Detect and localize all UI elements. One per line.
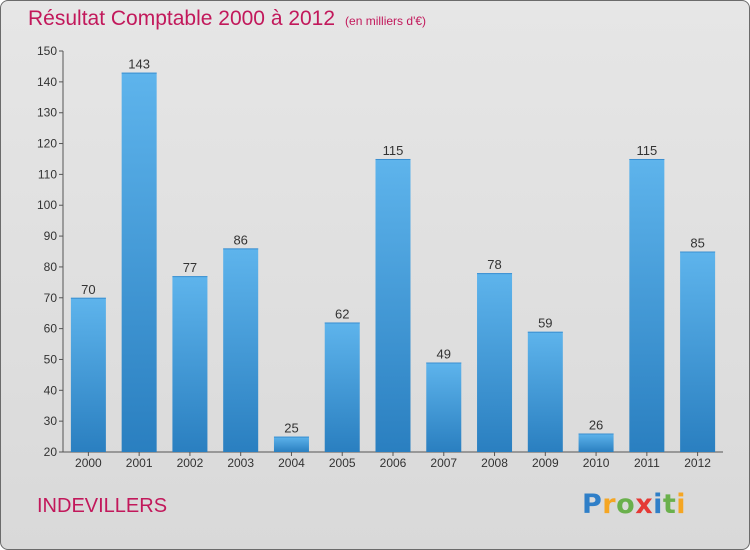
x-tick-label-2012: 2012 [684, 456, 711, 470]
bar-2010 [578, 433, 614, 452]
y-tick-label: 100 [37, 198, 57, 212]
commune-name: INDEVILLERS [37, 495, 168, 517]
logo-letter: P [582, 489, 603, 520]
data-label-2005: 62 [335, 306, 349, 321]
bar-2005 [324, 322, 360, 452]
y-tick-label: 70 [44, 291, 58, 305]
y-tick-label: 50 [44, 352, 58, 366]
x-tick-label-2003: 2003 [227, 456, 254, 470]
data-label-2006: 115 [383, 143, 404, 158]
chart-title: Résultat Comptable 2000 à 2012 (en millie… [28, 7, 426, 31]
y-tick-label: 140 [37, 75, 57, 89]
logo-letter: i [653, 489, 663, 520]
y-tick-label: 90 [44, 229, 58, 243]
x-tick-label-2011: 2011 [634, 456, 660, 470]
y-tick-label: 60 [44, 322, 58, 336]
y-tick-label: 80 [44, 260, 58, 274]
y-tick-label: 110 [38, 167, 57, 181]
x-tick-label-2007: 2007 [430, 456, 457, 470]
data-label-2009: 59 [538, 316, 552, 331]
bar-2012 [680, 251, 716, 452]
y-tick-label: 130 [37, 106, 57, 120]
bar-2001 [121, 72, 157, 452]
data-label-2002: 77 [183, 260, 197, 275]
x-tick-label-2009: 2009 [532, 456, 559, 470]
x-tick-label-2005: 2005 [329, 456, 356, 470]
bar-2007 [426, 362, 462, 452]
y-axis: 20 30 40 50 60 70 80 90 100 110 120 130 140 150 [37, 44, 64, 459]
logo-letter: x [635, 489, 654, 520]
x-tick-label-2008: 2008 [481, 456, 508, 470]
data-label-2008: 78 [487, 257, 501, 272]
x-tick-label-2001: 2001 [126, 456, 153, 470]
bar-2004 [273, 436, 309, 452]
logo-letter: t [662, 489, 677, 520]
chart-title-main: Résultat Comptable 2000 à 2012 [28, 7, 336, 30]
data-label-2004: 25 [284, 421, 298, 436]
bar-2006 [375, 158, 411, 452]
bar-2008 [477, 273, 513, 452]
bar-series: 70 143 77 86 25 62 115 49 78 59 26 115 85 [70, 57, 716, 452]
x-axis: 2000 2001 2002 2003 2004 2005 2006 2007 2008 2009… [63, 451, 723, 470]
x-tick-label-2006: 2006 [380, 456, 407, 470]
y-tick-label: 40 [44, 383, 58, 397]
data-label-2000: 70 [81, 282, 95, 297]
data-label-2003: 86 [233, 232, 247, 247]
y-tick-label: 20 [44, 445, 58, 459]
y-tick-label: 120 [37, 137, 57, 151]
bar-2002 [172, 276, 208, 452]
y-tick-label: 30 [44, 414, 58, 428]
data-label-2007: 49 [437, 347, 451, 362]
y-tick-label: 150 [37, 44, 57, 58]
logo-letter: r [602, 489, 617, 520]
proxiti-logo: Proxiti [582, 489, 686, 520]
data-label-2010: 26 [589, 417, 603, 432]
data-label-2012: 85 [690, 236, 704, 251]
bar-2009 [527, 331, 563, 452]
data-label-2001: 143 [128, 57, 150, 72]
bar-2000 [70, 297, 106, 452]
logo-letter: i [676, 489, 687, 520]
x-tick-label-2002: 2002 [177, 456, 204, 470]
data-label-2011: 115 [636, 143, 657, 158]
x-tick-label-2010: 2010 [583, 456, 610, 470]
chart-unit-subtitle: (en milliers d'€) [345, 14, 427, 28]
x-tick-label-2000: 2000 [75, 456, 102, 470]
logo-letter: o [616, 489, 636, 520]
x-tick-label-2004: 2004 [278, 456, 305, 470]
bar-2011 [629, 158, 665, 452]
bar-2003 [223, 248, 259, 452]
